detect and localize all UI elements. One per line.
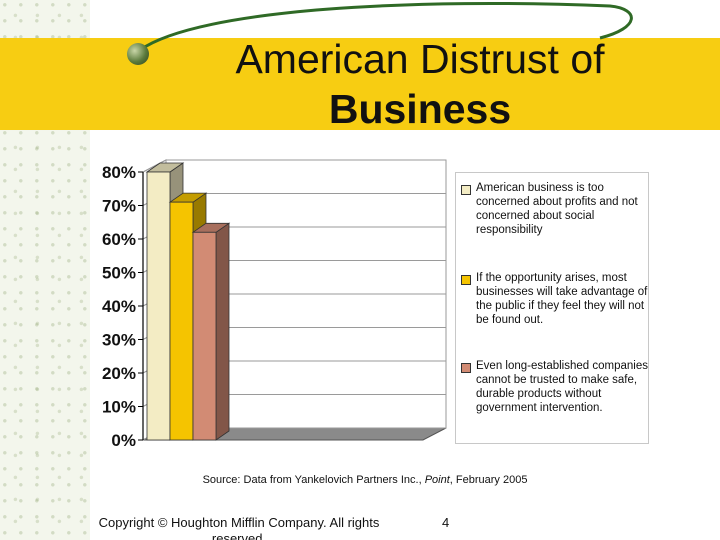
copyright-notice: Copyright © Houghton Mifflin Company. Al… <box>84 515 394 540</box>
y-tick-label: 20% <box>102 364 136 383</box>
y-tick-label: 0% <box>111 431 136 450</box>
y-tick-label: 10% <box>102 398 136 417</box>
legend-swatch <box>461 363 471 373</box>
source-note: Source: Data from Yankelovich Partners I… <box>90 474 640 486</box>
legend-label: If the opportunity arises, most business… <box>476 271 648 327</box>
y-tick-label: 40% <box>102 297 136 316</box>
bar <box>170 202 193 440</box>
bar <box>147 172 170 440</box>
legend-label: American business is too concerned about… <box>476 181 648 237</box>
source-suffix: , February 2005 <box>450 474 528 486</box>
source-prefix: Source: Data from Yankelovich Partners I… <box>203 474 425 486</box>
y-tick-label: 60% <box>102 230 136 249</box>
y-tick-label: 70% <box>102 197 136 216</box>
y-tick-label: 80% <box>102 163 136 182</box>
source-publication: Point <box>425 474 450 486</box>
legend-swatch <box>461 185 471 195</box>
legend-swatch <box>461 275 471 285</box>
y-tick-label: 30% <box>102 331 136 350</box>
bar <box>193 232 216 440</box>
chart-legend: American business is too concerned about… <box>455 172 649 444</box>
bar-side <box>216 223 229 440</box>
page-number: 4 <box>442 515 449 530</box>
legend-label: Even long-established companies cannot b… <box>476 359 648 415</box>
y-tick-label: 50% <box>102 264 136 283</box>
